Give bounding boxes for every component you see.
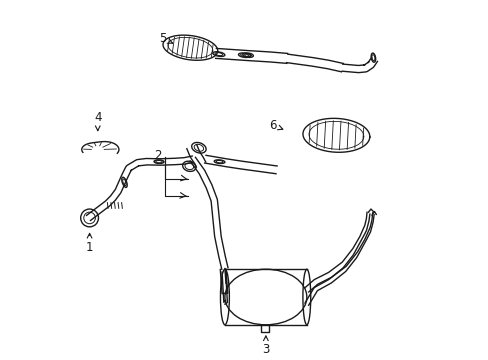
- Text: 1: 1: [86, 233, 93, 254]
- Text: 6: 6: [268, 119, 282, 132]
- Text: 2: 2: [154, 149, 162, 162]
- Text: 4: 4: [94, 111, 102, 131]
- Text: 5: 5: [159, 32, 172, 45]
- Text: 3: 3: [262, 336, 269, 356]
